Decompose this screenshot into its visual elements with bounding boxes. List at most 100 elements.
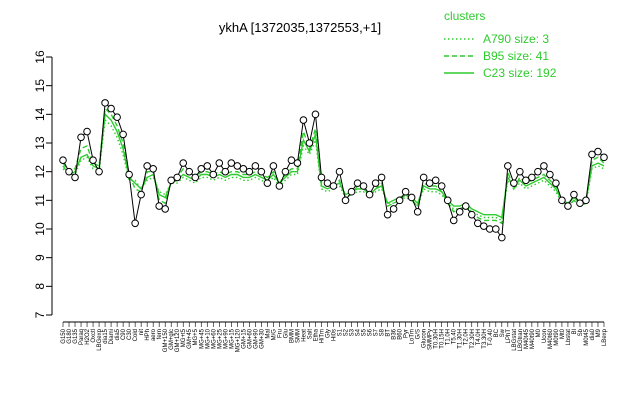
x-tick-label: Diami — [109, 329, 115, 344]
x-tick-label: M40t90 — [530, 328, 536, 349]
legend-title: clusters — [444, 9, 485, 23]
data-point — [341, 196, 350, 205]
data-point — [191, 173, 200, 182]
x-tick-label: BC — [494, 328, 500, 337]
x-tick-label: Glu — [283, 329, 289, 338]
x-tick-label: Glucon — [422, 329, 428, 348]
data-point — [576, 199, 584, 207]
data-point — [305, 139, 314, 147]
x-tick-label: S8 — [380, 328, 386, 336]
data-point — [125, 170, 133, 179]
x-tick-label: Bl — [572, 329, 578, 334]
chart-title: ykhA [1372035,1372553,+1] — [219, 20, 381, 35]
data-point — [287, 156, 296, 164]
data-point — [203, 162, 212, 170]
profile-points — [59, 99, 608, 242]
x-tick-label: dia15 — [103, 328, 109, 343]
x-tick-label: M40t60 — [548, 328, 554, 349]
data-point — [299, 116, 308, 124]
x-tick-label: B36 — [392, 328, 398, 339]
data-point — [167, 176, 176, 185]
data-point — [588, 150, 596, 159]
data-point — [281, 167, 290, 176]
data-point — [143, 162, 151, 170]
data-point — [335, 167, 344, 176]
data-point — [323, 179, 332, 187]
legend-items: A790 size: 3 B95 size: 41 C23 size: 192 — [444, 32, 557, 80]
axes: 7 8 9 10 11 12 13 14 15 16 — [33, 50, 604, 323]
x-tick-label: T4.0H — [476, 329, 482, 345]
data-point — [113, 113, 121, 121]
data-point — [245, 167, 254, 176]
x-tick-label: Gly — [325, 329, 331, 338]
x-tick-label: T1.30H — [458, 329, 464, 349]
x-tick-label: B60 — [398, 328, 404, 339]
data-point — [77, 133, 85, 142]
data-point — [347, 187, 356, 196]
x-tick-label: S5 — [362, 328, 368, 336]
data-point — [71, 173, 79, 182]
x-tick-label: GM+90 — [253, 328, 259, 349]
legend-label: B95 size: 41 — [483, 49, 549, 63]
x-tick-label: Ucon — [542, 329, 548, 343]
x-tick-label: S1 — [338, 328, 344, 336]
data-point — [479, 222, 488, 230]
x-tick-label: GM+60 — [247, 328, 253, 349]
x-tick-label: Oxctl — [91, 329, 97, 343]
data-point — [473, 219, 482, 228]
data-point — [197, 165, 206, 173]
data-point — [449, 216, 458, 225]
x-tick-label: SMMPy — [428, 329, 434, 350]
data-point — [293, 159, 302, 167]
data-point — [389, 205, 398, 213]
x-tick-label: S3 — [350, 328, 356, 336]
x-tick-label: G/S — [416, 329, 422, 339]
data-point — [185, 167, 194, 176]
x-tick-label: BMM — [289, 329, 295, 343]
data-point — [65, 167, 73, 176]
data-point — [419, 173, 428, 182]
data-point — [233, 162, 242, 170]
x-tick-label: M40t45 — [524, 328, 530, 349]
x-tick-label: GM+150 — [163, 328, 169, 352]
data-point — [534, 167, 542, 176]
y-tick-label: 11 — [33, 194, 47, 207]
y-tick-label: 15 — [33, 79, 47, 93]
data-point — [359, 182, 368, 190]
x-tick-label: G135 — [73, 328, 79, 343]
x-tick-label: BT — [386, 329, 392, 337]
x-tick-label: MG+45 — [199, 328, 205, 349]
x-tick-label: MG+10 — [205, 328, 211, 349]
x-tick-label: MG+15 — [229, 328, 235, 349]
x-tick-label: S7 — [374, 328, 380, 336]
data-point — [155, 202, 163, 210]
x-tick-label: T3.30H — [482, 329, 488, 349]
data-point — [365, 190, 374, 199]
x-tick-label: Lbstat — [566, 329, 572, 346]
data-point — [209, 170, 218, 179]
x-tick-label: T5.40 — [452, 328, 458, 344]
y-tick-label: 13 — [33, 136, 47, 150]
data-point — [425, 179, 434, 187]
x-tick-label: C90 — [121, 328, 127, 340]
x-tick-label: MG+60 — [211, 328, 217, 349]
data-point — [582, 196, 590, 205]
data-point — [528, 173, 536, 182]
x-tick-label: dia0 — [590, 328, 596, 340]
data-point — [570, 190, 578, 199]
y-tick-label: 14 — [33, 107, 47, 121]
x-tick-label: T0.30H — [434, 329, 440, 349]
data-point — [215, 159, 224, 167]
data-point — [221, 167, 230, 176]
data-point — [263, 179, 272, 187]
x-tick-label: M/G — [271, 329, 277, 341]
x-tick-label: Mal — [265, 329, 271, 339]
data-point — [395, 196, 404, 205]
data-point — [498, 233, 506, 242]
data-point — [558, 196, 566, 205]
data-point — [101, 99, 109, 107]
legend-label: A790 size: 3 — [483, 32, 549, 46]
x-tick-label: MG+5 — [193, 328, 199, 345]
data-point — [161, 205, 169, 213]
x-tick-label: G180 — [67, 328, 73, 343]
